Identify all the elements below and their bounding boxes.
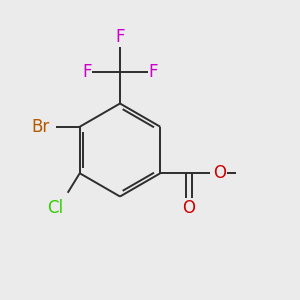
- Text: F: F: [148, 63, 158, 81]
- Text: Br: Br: [32, 118, 50, 136]
- Text: F: F: [115, 28, 125, 46]
- Text: O: O: [182, 199, 195, 217]
- Text: Cl: Cl: [47, 199, 63, 217]
- Text: O: O: [213, 164, 226, 182]
- Text: F: F: [82, 63, 92, 81]
